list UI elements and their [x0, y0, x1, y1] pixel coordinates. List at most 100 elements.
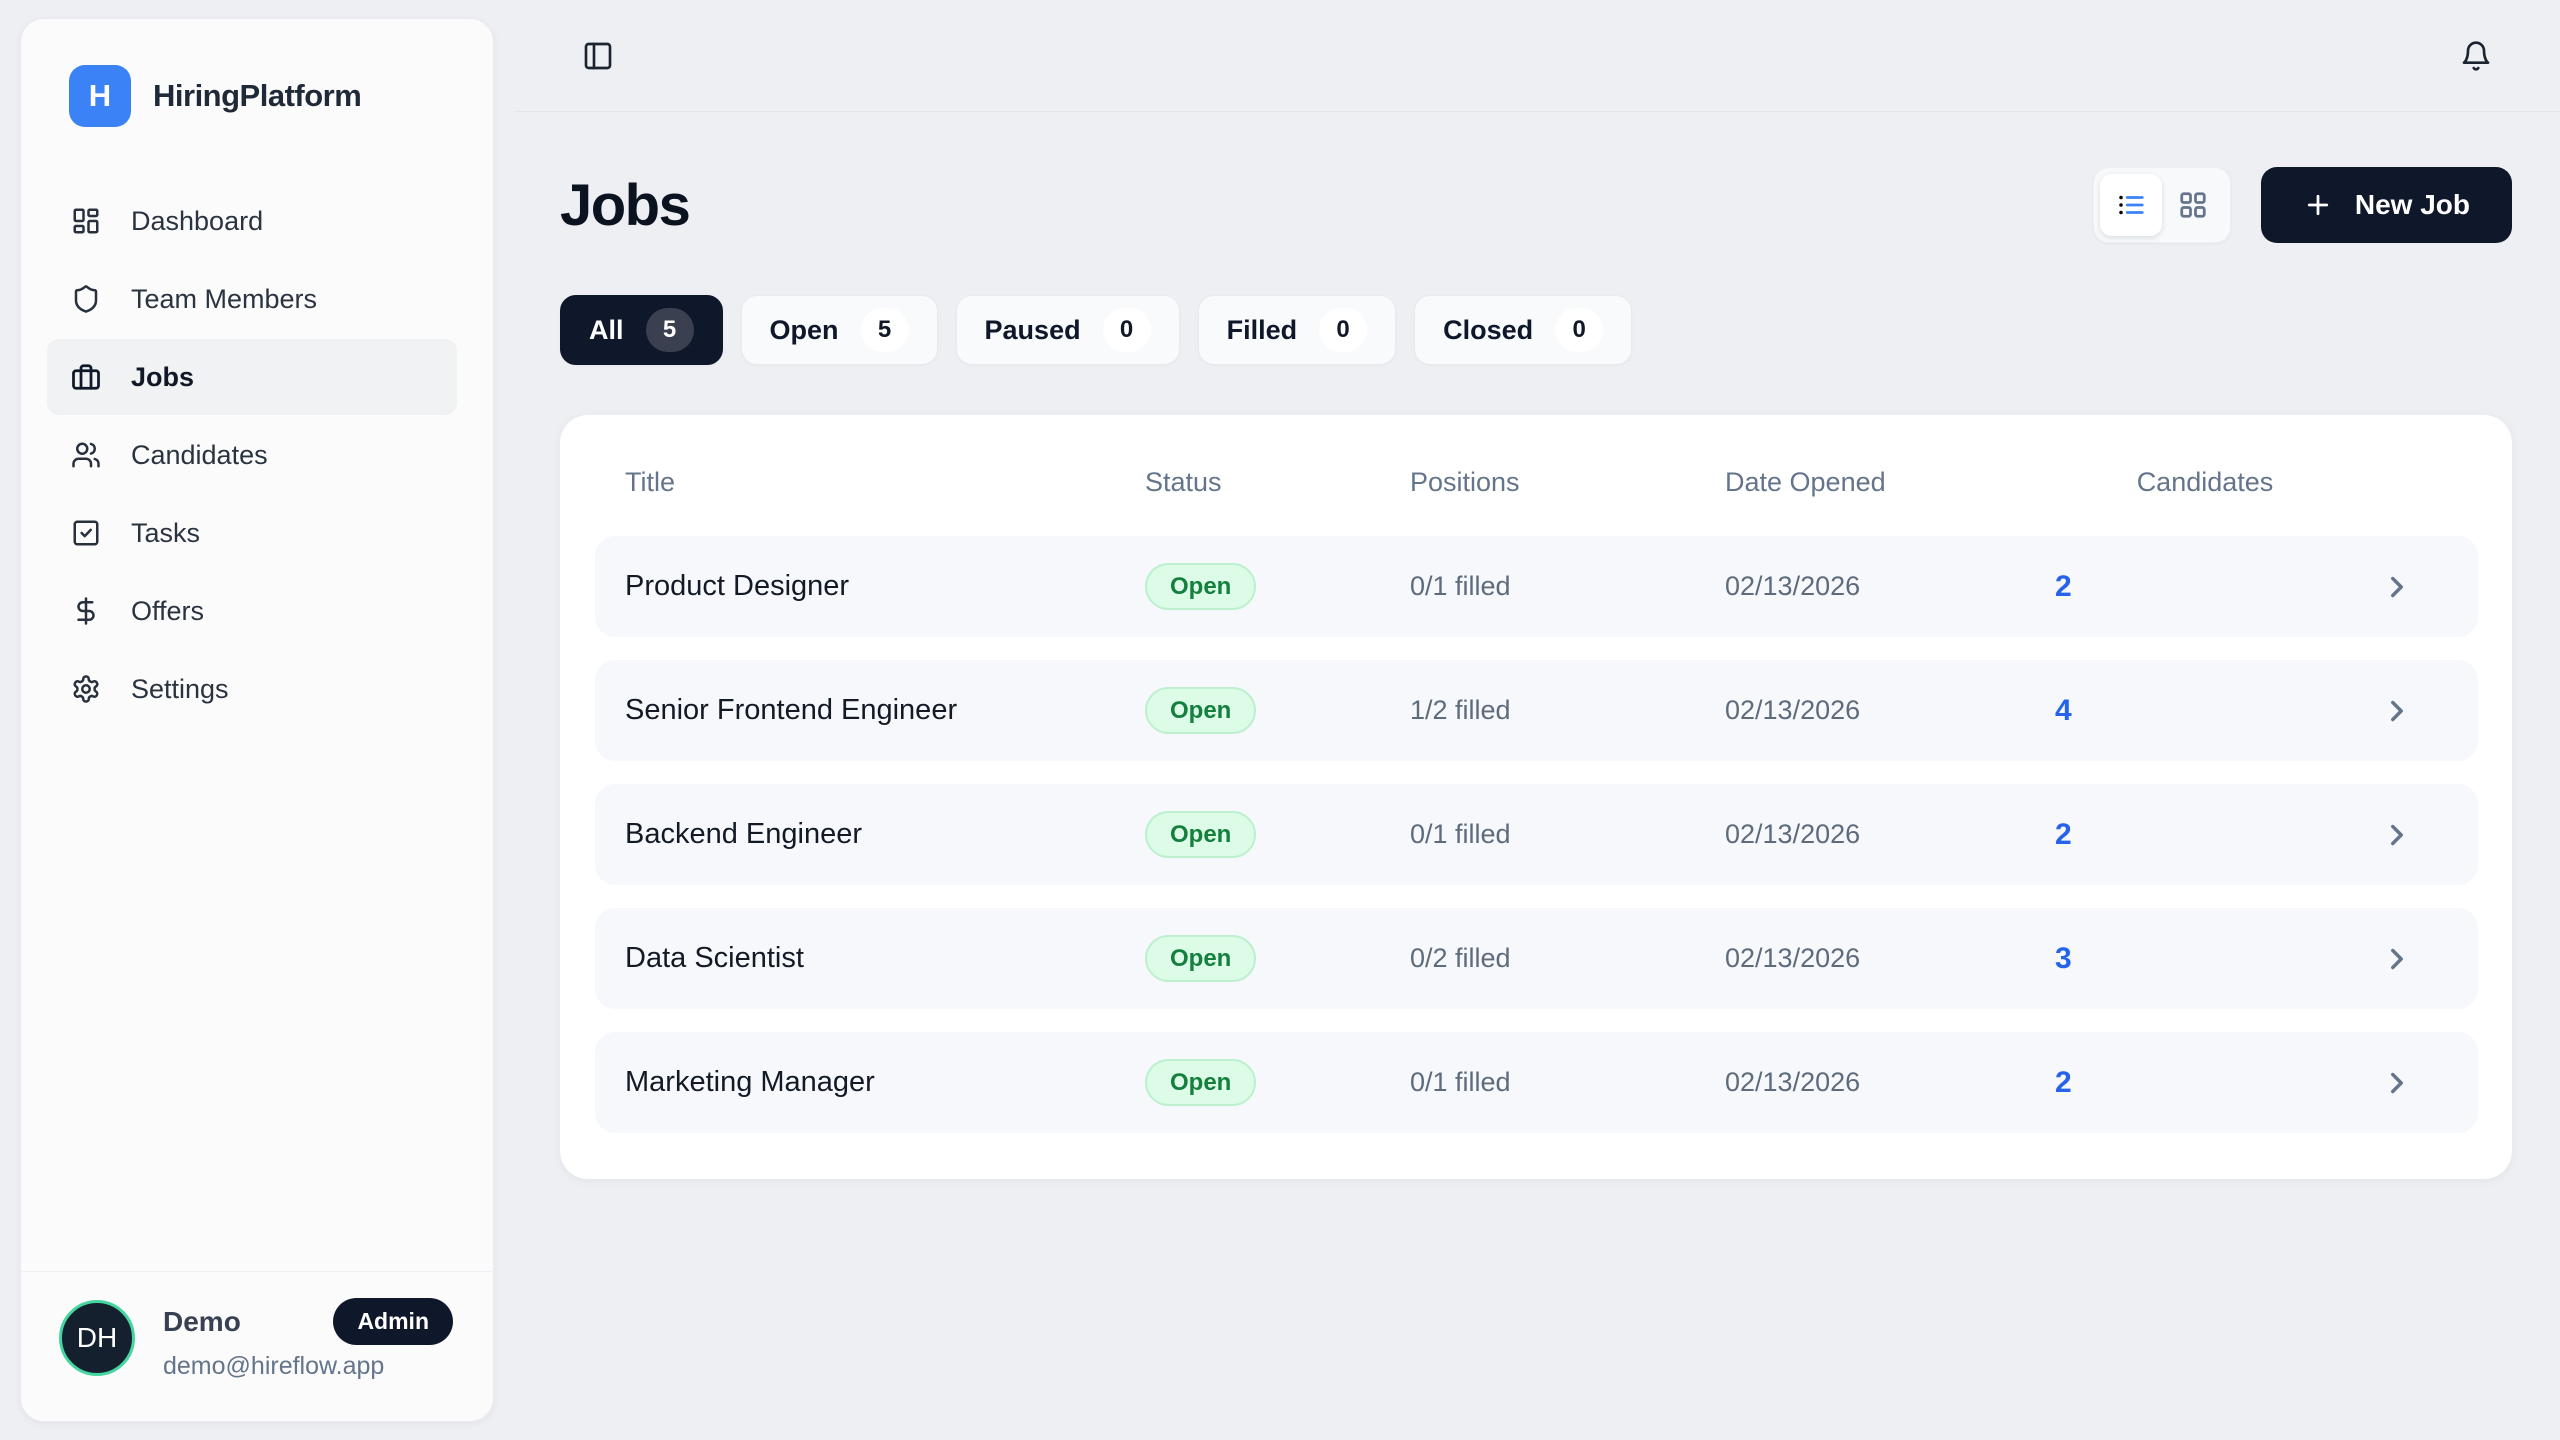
brand: H HiringPlatform: [21, 19, 493, 127]
date-opened-cell: 02/13/2026: [1725, 943, 1861, 973]
date-opened-cell: 02/13/2026: [1725, 819, 1861, 849]
date-opened-cell: 02/13/2026: [1725, 1067, 1861, 1097]
candidates-count: 2: [2055, 569, 2072, 603]
sidebar-item-label: Candidates: [131, 439, 268, 470]
sidebar-item-label: Jobs: [131, 361, 195, 392]
filter-label: Closed: [1443, 314, 1534, 345]
chevron-right-icon[interactable]: [2380, 818, 2414, 852]
positions-cell: 0/2 filled: [1410, 943, 1511, 973]
positions-cell: 0/1 filled: [1410, 571, 1511, 601]
table-row[interactable]: Marketing Manager Open 0/1 filled 02/13/…: [595, 1032, 2478, 1133]
filter-label: Open: [769, 314, 839, 345]
filter-closed[interactable]: Closed 0: [1414, 295, 1633, 365]
status-filters: All 5 Open 5 Paused 0 Filled 0 Closed 0: [560, 295, 2512, 365]
positions-cell: 1/2 filled: [1410, 695, 1511, 725]
jobs-table-card: Title Status Positions Date Opened Candi…: [560, 415, 2512, 1179]
table-row[interactable]: Senior Frontend Engineer Open 1/2 filled…: [595, 660, 2478, 761]
column-header-candidates: Candidates: [2136, 467, 2274, 497]
status-badge: Open: [1145, 687, 1257, 734]
date-opened-cell: 02/13/2026: [1725, 695, 1861, 725]
sidebar-item-label: Team Members: [131, 283, 318, 314]
chevron-right-icon[interactable]: [2380, 1066, 2414, 1100]
list-view-icon: [2119, 195, 2144, 215]
job-title: Backend Engineer: [625, 818, 862, 850]
positions-cell: 0/1 filled: [1410, 819, 1511, 849]
new-job-label: New Job: [2354, 189, 2470, 220]
chevron-right-icon[interactable]: [2380, 694, 2414, 728]
filter-open[interactable]: Open 5: [740, 295, 938, 365]
table-row[interactable]: Backend Engineer Open 0/1 filled 02/13/2…: [595, 784, 2478, 885]
user-section[interactable]: DH Demo demo@hireflow.app Admin: [21, 1271, 493, 1421]
role-badge: Admin: [333, 1298, 453, 1345]
column-header-status: Status: [1145, 467, 1222, 497]
candidates-count: 4: [2055, 693, 2072, 727]
brand-name: HiringPlatform: [153, 78, 362, 113]
status-badge: Open: [1145, 935, 1257, 982]
filter-label: Filled: [1226, 314, 1298, 345]
sidebar-item-offers[interactable]: Offers: [47, 573, 457, 649]
chevron-right-icon[interactable]: [2380, 942, 2414, 976]
header-actions: New Job: [2092, 167, 2512, 243]
list-view-button[interactable]: [2099, 174, 2162, 236]
sidebar-item-team-members[interactable]: Team Members: [47, 261, 457, 337]
sidebar-item-label: Settings: [131, 673, 229, 704]
plus-icon: [2307, 194, 2328, 216]
sidebar-item-label: Tasks: [131, 517, 201, 548]
sidebar-item-settings[interactable]: Settings: [47, 651, 457, 727]
job-title: Marketing Manager: [625, 1066, 875, 1098]
brand-logo-icon: H: [69, 65, 131, 127]
dollar-icon: [77, 597, 95, 625]
sidebar: H HiringPlatform Dashboard Team Members …: [20, 18, 494, 1422]
sidebar-toggle-button[interactable]: [576, 34, 620, 78]
table-header: Title Status Positions Date Opened Candi…: [595, 415, 2478, 536]
filter-count-badge: 5: [860, 308, 909, 352]
main-content: Jobs New Job All 5: [514, 113, 2560, 1179]
user-text: Demo demo@hireflow.app: [163, 1300, 384, 1381]
user-name: Demo: [163, 1306, 241, 1337]
view-toggle: [2092, 167, 2231, 243]
new-job-button[interactable]: New Job: [2260, 167, 2512, 243]
sidebar-nav: Dashboard Team Members Jobs Candidates T…: [21, 183, 493, 727]
chevron-right-icon[interactable]: [2380, 570, 2414, 604]
sidebar-item-label: Dashboard: [131, 205, 264, 236]
status-badge: Open: [1145, 1059, 1257, 1106]
panel-left-icon: [584, 42, 612, 69]
shield-icon: [74, 285, 98, 313]
filter-label: Paused: [984, 314, 1081, 345]
briefcase-icon: [72, 364, 100, 390]
sidebar-item-label: Offers: [131, 595, 205, 626]
status-badge: Open: [1145, 563, 1257, 610]
filter-count-badge: 0: [1102, 308, 1151, 352]
page-title: Jobs: [560, 172, 691, 238]
positions-cell: 0/1 filled: [1410, 1067, 1511, 1097]
filter-paused[interactable]: Paused 0: [955, 295, 1180, 365]
status-badge: Open: [1145, 811, 1257, 858]
column-header-positions: Positions: [1410, 467, 1520, 497]
sidebar-item-jobs[interactable]: Jobs: [47, 339, 457, 415]
gear-icon: [73, 675, 99, 703]
date-opened-cell: 02/13/2026: [1725, 571, 1861, 601]
filter-filled[interactable]: Filled 0: [1197, 295, 1397, 365]
page-head: Jobs New Job: [560, 167, 2512, 243]
filter-count-badge: 0: [1319, 308, 1368, 352]
user-email: demo@hireflow.app: [163, 1352, 385, 1380]
notifications-button[interactable]: [2454, 34, 2498, 78]
grid-view-button[interactable]: [2162, 174, 2224, 236]
bell-icon: [2462, 40, 2490, 71]
filter-all[interactable]: All 5: [560, 295, 723, 365]
job-title: Data Scientist: [625, 942, 804, 974]
sidebar-item-tasks[interactable]: Tasks: [47, 495, 457, 571]
sidebar-item-dashboard[interactable]: Dashboard: [47, 183, 457, 259]
dashboard-icon: [73, 208, 99, 234]
grid-view-icon: [2180, 192, 2206, 218]
candidates-count: 2: [2055, 1065, 2072, 1099]
candidates-count: 2: [2055, 817, 2072, 851]
column-header-date-opened: Date Opened: [1725, 467, 1886, 497]
job-title: Senior Frontend Engineer: [625, 694, 958, 726]
table-row[interactable]: Product Designer Open 0/1 filled 02/13/2…: [595, 536, 2478, 637]
filter-count-badge: 5: [645, 308, 694, 352]
sidebar-item-candidates[interactable]: Candidates: [47, 417, 457, 493]
table-row[interactable]: Data Scientist Open 0/2 filled 02/13/202…: [595, 908, 2478, 1009]
column-header-title: Title: [625, 467, 676, 497]
